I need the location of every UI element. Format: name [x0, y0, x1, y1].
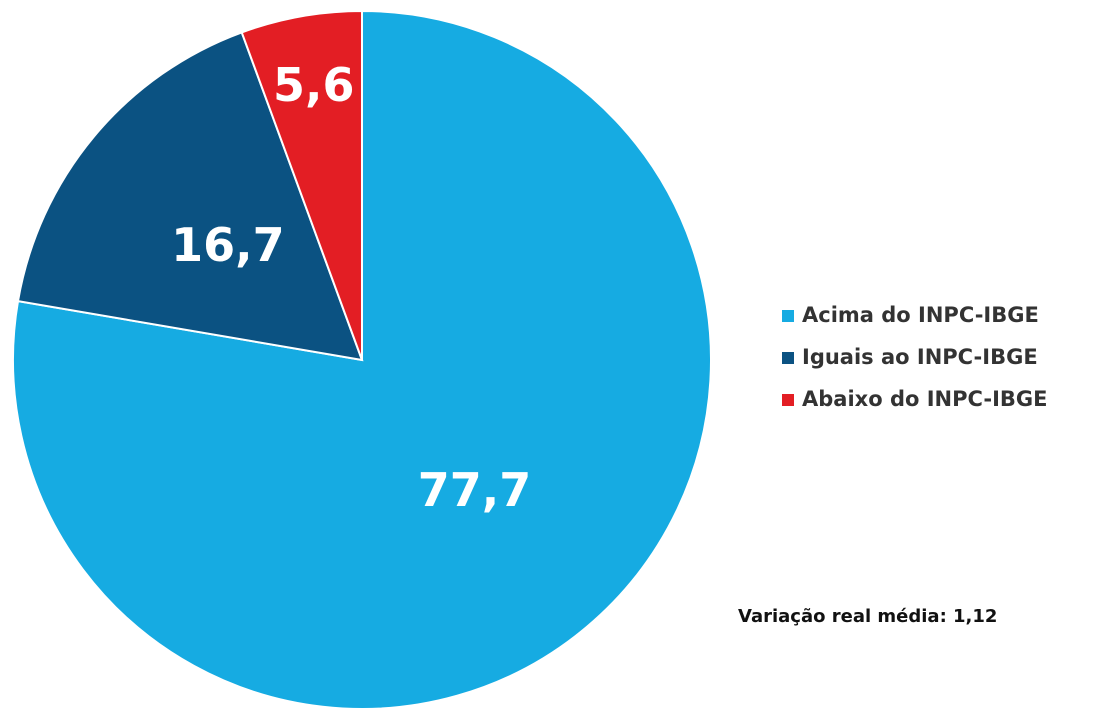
legend-label: Iguais ao INPC-IBGE [802, 345, 1038, 369]
pie-slice [16, 31, 364, 362]
value-label: 5,6 [273, 58, 355, 112]
value-label: 16,7 [171, 218, 285, 272]
annotation: Variação real média: 1,12 [738, 606, 997, 627]
value-label: 77,7 [418, 463, 532, 517]
legend-label: Abaixo do INPC-IBGE [802, 387, 1048, 411]
legend-swatch [782, 310, 794, 322]
legend-swatch [782, 394, 794, 406]
legend-label: Acima do INPC-IBGE [802, 303, 1039, 327]
pie-slice [240, 9, 363, 361]
legend-swatch [782, 352, 794, 364]
pie-slice [12, 9, 712, 710]
